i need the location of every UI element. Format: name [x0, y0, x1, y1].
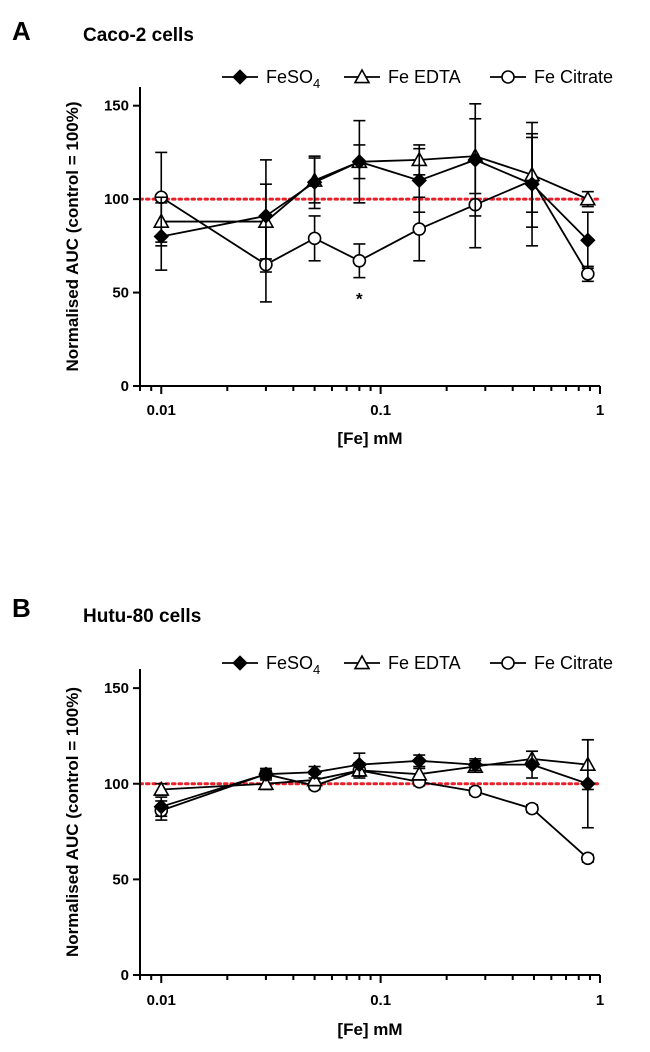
- legend-label-subscript: 4: [313, 662, 320, 677]
- series-open-circle: [154, 763, 595, 866]
- data-point: [467, 152, 483, 168]
- series-open-triangle: [152, 738, 597, 797]
- legend-label: Fe EDTA: [388, 67, 461, 87]
- legend-marker: [353, 654, 371, 670]
- legend-label-text: FeSO: [266, 653, 313, 673]
- panel-letter: A: [12, 16, 31, 46]
- data-point: [258, 208, 274, 224]
- legend-label-subscript: 4: [313, 76, 320, 91]
- data-point: [258, 766, 274, 782]
- chart-title: Hutu-80 cells: [83, 606, 201, 627]
- data-point: [410, 765, 428, 781]
- y-axis-label: Normalised AUC (control = 100%): [63, 687, 82, 957]
- legend-label-text: Fe EDTA: [388, 67, 461, 87]
- y-tick-label: 0: [121, 967, 129, 984]
- series-line: [161, 155, 589, 223]
- series-line: [160, 759, 589, 808]
- y-tick-label: 50: [112, 871, 129, 888]
- x-tick-label: 0.01: [147, 992, 176, 1009]
- data-point: [306, 174, 323, 191]
- data-point: [524, 176, 540, 192]
- chart-title: Caco-2 cells: [83, 25, 194, 46]
- y-tick-label: 100: [104, 191, 129, 208]
- series-line: [160, 769, 589, 860]
- data-point: [468, 784, 483, 799]
- x-tick-label: 1: [596, 992, 604, 1009]
- data-point: [580, 776, 596, 792]
- data-point: [467, 756, 483, 773]
- data-point: [412, 222, 427, 236]
- y-tick-label: 150: [104, 680, 129, 697]
- series-filled-diamond: [153, 738, 596, 829]
- data-point: [153, 228, 169, 245]
- data-point: [579, 190, 597, 206]
- x-tick-label: 0.01: [147, 402, 176, 419]
- y-tick-label: 150: [104, 98, 129, 115]
- legend-label-text: Fe EDTA: [388, 653, 461, 673]
- series-open-triangle: [152, 117, 597, 260]
- legend-marker: [232, 655, 248, 671]
- data-point: [525, 801, 539, 816]
- data-point: [351, 154, 368, 170]
- legend-label-text: FeSO: [266, 67, 313, 87]
- legend: FeSO4 Fe EDTA Fe Citrate: [222, 653, 613, 677]
- significance-annotation: *: [356, 289, 363, 308]
- chart-panel-a: A Caco-2 cells 0 50 100 150 0.01 0.1 1 [Fe] mM Nor…: [12, 16, 613, 448]
- data-point: [152, 780, 170, 796]
- data-point: [351, 756, 368, 773]
- data-point: [306, 764, 323, 780]
- legend-label-text: Fe Citrate: [534, 653, 613, 673]
- data-point: [524, 756, 540, 773]
- legend-label: Fe Citrate: [534, 653, 613, 673]
- data-point: [581, 267, 595, 281]
- data-point: [153, 798, 169, 815]
- legend-marker: [353, 68, 371, 84]
- x-axis-label: [Fe] mM: [337, 1020, 402, 1039]
- chart-panel-b: B Hutu-80 cells 0 50 100 150 0.01 0.1 1 [Fe] mM No…: [12, 593, 613, 1039]
- data-point: [411, 753, 427, 769]
- legend-label: FeSO4: [266, 67, 320, 91]
- data-point: [257, 775, 275, 791]
- series-open-circle: [154, 132, 595, 303]
- legend-label: Fe Citrate: [534, 67, 613, 87]
- x-tick-label: 1: [596, 402, 604, 419]
- legend-marker: [501, 656, 515, 670]
- legend-label: FeSO4: [266, 653, 320, 677]
- series-line: [161, 158, 589, 241]
- x-tick-label: 0.1: [370, 992, 391, 1009]
- x-axis-label: [Fe] mM: [337, 429, 402, 448]
- data-point: [307, 231, 322, 246]
- panel-letter: B: [12, 593, 31, 623]
- y-tick-label: 100: [104, 776, 129, 793]
- legend-label-text: Fe Citrate: [534, 67, 613, 87]
- y-axis-label: Normalised AUC (control = 100%): [63, 101, 82, 371]
- data-point: [352, 253, 367, 268]
- legend-label: Fe EDTA: [388, 653, 461, 673]
- legend: FeSO4 Fe EDTA Fe Citrate: [222, 67, 613, 91]
- data-point: [581, 851, 595, 866]
- series-line: [161, 757, 588, 791]
- y-tick-label: 0: [121, 378, 129, 395]
- series-filled-diamond: [153, 103, 596, 273]
- series-line: [160, 179, 589, 275]
- y-tick-label: 50: [112, 285, 129, 302]
- legend-marker: [232, 69, 248, 85]
- data-point: [411, 172, 427, 189]
- x-tick-label: 0.1: [370, 402, 391, 419]
- legend-marker: [501, 70, 515, 84]
- data-point: [580, 232, 596, 248]
